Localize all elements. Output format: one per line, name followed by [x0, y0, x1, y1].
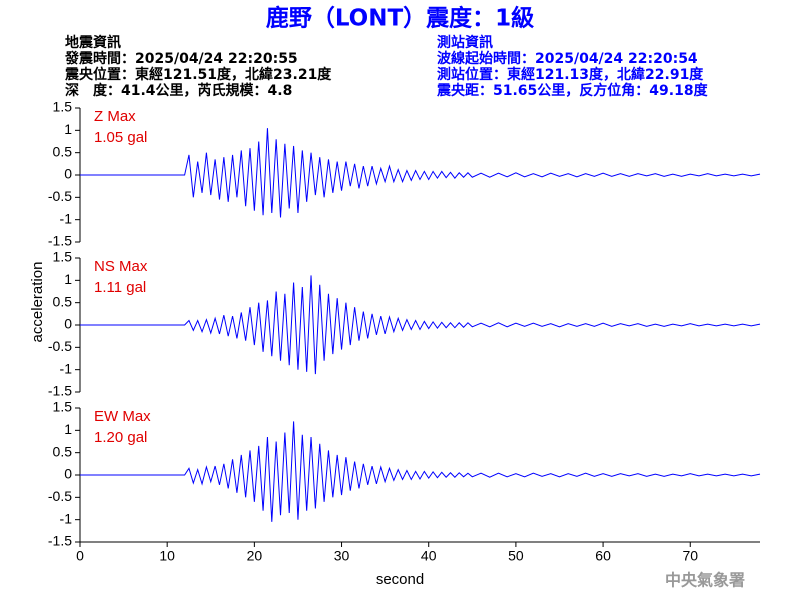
max-annotation: 1.11 gal — [94, 279, 146, 296]
y-tick-label: 0.5 — [53, 293, 73, 309]
y-tick-label: -0.5 — [48, 188, 72, 204]
waveform — [80, 275, 761, 375]
info-line: 震央位置：東經121.51度，北緯23.21度 — [64, 66, 332, 83]
y-tick-label: 1.5 — [53, 399, 73, 415]
y-tick-label: -0.5 — [48, 338, 72, 354]
info-line: 波線起始時間：2025/04/24 22:20:54 — [437, 50, 698, 67]
x-tick-label: 50 — [508, 548, 524, 564]
y-tick-label: 0 — [64, 466, 72, 482]
y-tick-label: -1 — [60, 360, 73, 376]
x-tick-label: 10 — [159, 548, 175, 564]
y-tick-label: -1.5 — [48, 533, 72, 549]
x-axis-label: second — [376, 571, 424, 588]
y-tick-label: 0.5 — [53, 443, 73, 459]
x-tick-label: 70 — [682, 548, 698, 564]
y-tick-label: 1 — [64, 421, 72, 437]
y-tick-label: 0 — [64, 166, 72, 182]
info-line: 測站位置：東經121.13度，北緯22.91度 — [437, 66, 704, 83]
title: 鹿野（LONT）震度：1級 — [266, 5, 534, 32]
y-tick-label: 0 — [64, 316, 72, 332]
waveform — [80, 128, 761, 218]
y-tick-label: -0.5 — [48, 488, 72, 504]
y-tick-label: 1.5 — [53, 249, 73, 265]
info-line: 深 度：41.4公里，芮氏規模：4.8 — [65, 82, 292, 99]
max-annotation: Z Max — [94, 108, 136, 125]
y-tick-label: -1.5 — [48, 383, 72, 399]
waveform — [80, 421, 761, 522]
y-tick-label: 1 — [64, 121, 72, 137]
x-tick-label: 30 — [334, 548, 350, 564]
x-tick-label: 40 — [421, 548, 437, 564]
info-line: 震央距：51.65公里，反方位角：49.18度 — [436, 82, 709, 99]
max-annotation: 1.05 gal — [94, 129, 147, 146]
y-tick-label: -1 — [60, 210, 73, 226]
max-annotation: EW Max — [94, 408, 151, 425]
info-line: 地震資訊 — [65, 34, 121, 51]
info-line: 發震時間：2025/04/24 22:20:55 — [64, 50, 298, 67]
y-tick-label: 1 — [64, 271, 72, 287]
x-tick-label: 0 — [76, 548, 84, 564]
x-tick-label: 20 — [247, 548, 263, 564]
info-line: 測站資訊 — [437, 34, 493, 51]
y-tick-label: -1 — [60, 510, 73, 526]
y-axis-label: acceleration — [29, 262, 46, 343]
max-annotation: NS Max — [94, 258, 148, 275]
x-tick-label: 60 — [595, 548, 611, 564]
max-annotation: 1.20 gal — [94, 429, 147, 446]
y-tick-label: 0.5 — [53, 143, 73, 159]
y-tick-label: -1.5 — [48, 233, 72, 249]
y-tick-label: 1.5 — [53, 99, 73, 115]
footer-logo: 中央氣象署 — [665, 571, 745, 590]
